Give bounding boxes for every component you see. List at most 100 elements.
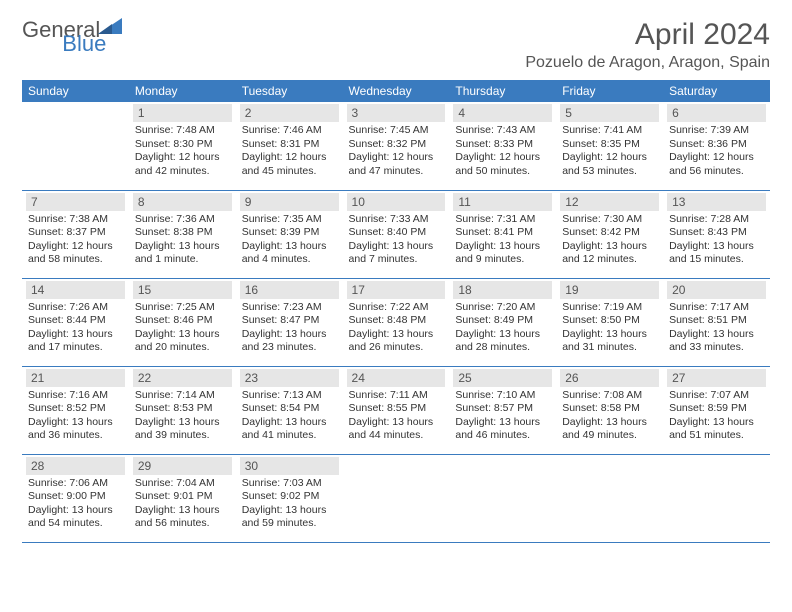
day-number: 2 xyxy=(240,104,339,122)
day-cell: 6Sunrise: 7:39 AMSunset: 8:36 PMDaylight… xyxy=(663,102,770,185)
info-line: Sunrise: 7:38 AM xyxy=(28,213,123,227)
calendar-cell: 19Sunrise: 7:19 AMSunset: 8:50 PMDayligh… xyxy=(556,278,663,366)
calendar-cell xyxy=(22,102,129,190)
day-info: Sunrise: 7:11 AMSunset: 8:55 PMDaylight:… xyxy=(347,389,446,444)
info-line: Sunset: 8:50 PM xyxy=(562,314,657,328)
calendar-cell: 6Sunrise: 7:39 AMSunset: 8:36 PMDaylight… xyxy=(663,102,770,190)
info-line: Sunset: 8:39 PM xyxy=(242,226,337,240)
info-line: Sunset: 9:00 PM xyxy=(28,490,123,504)
day-info: Sunrise: 7:38 AMSunset: 8:37 PMDaylight:… xyxy=(26,213,125,268)
calendar-cell xyxy=(663,454,770,542)
info-line: Sunrise: 7:11 AM xyxy=(349,389,444,403)
info-line: and 42 minutes. xyxy=(135,165,230,179)
page-title: April 2024 xyxy=(525,18,770,52)
info-line: and 59 minutes. xyxy=(242,517,337,531)
day-number: 20 xyxy=(667,281,766,299)
day-info: Sunrise: 7:07 AMSunset: 8:59 PMDaylight:… xyxy=(667,389,766,444)
info-line: and 47 minutes. xyxy=(349,165,444,179)
info-line: Sunset: 8:44 PM xyxy=(28,314,123,328)
info-line: and 41 minutes. xyxy=(242,429,337,443)
info-line: and 15 minutes. xyxy=(669,253,764,267)
info-line: Daylight: 12 hours xyxy=(28,240,123,254)
day-number: 8 xyxy=(133,193,232,211)
info-line: Daylight: 13 hours xyxy=(242,328,337,342)
logo-word2: Blue xyxy=(62,33,106,55)
day-number: 4 xyxy=(453,104,552,122)
info-line: and 56 minutes. xyxy=(135,517,230,531)
info-line: Sunrise: 7:45 AM xyxy=(349,124,444,138)
day-info: Sunrise: 7:26 AMSunset: 8:44 PMDaylight:… xyxy=(26,301,125,356)
day-cell: 29 Sunrise: 7:04 AMSunset: 9:01 PMDayligh… xyxy=(129,455,236,538)
day-number: 19 xyxy=(560,281,659,299)
info-line: and 4 minutes. xyxy=(242,253,337,267)
day-number: 15 xyxy=(133,281,232,299)
calendar-cell: 25Sunrise: 7:10 AMSunset: 8:57 PMDayligh… xyxy=(449,366,556,454)
info-line: Sunset: 8:37 PM xyxy=(28,226,123,240)
calendar-cell: 14Sunrise: 7:26 AMSunset: 8:44 PMDayligh… xyxy=(22,278,129,366)
day-info: Sunrise: 7:04 AMSunset: 9:01 PMDaylight:… xyxy=(133,477,232,532)
day-number: 29 xyxy=(133,457,232,475)
info-line: Daylight: 13 hours xyxy=(562,328,657,342)
day-number: 22 xyxy=(133,369,232,387)
info-line: Sunset: 9:01 PM xyxy=(135,490,230,504)
day-number: 11 xyxy=(453,193,552,211)
info-line: Sunset: 8:41 PM xyxy=(455,226,550,240)
calendar-table: Sunday Monday Tuesday Wednesday Thursday… xyxy=(22,80,770,543)
info-line: Sunset: 8:59 PM xyxy=(669,402,764,416)
day-info: Sunrise: 7:36 AMSunset: 8:38 PMDaylight:… xyxy=(133,213,232,268)
calendar-row: 1Sunrise: 7:48 AMSunset: 8:30 PMDaylight… xyxy=(22,102,770,190)
calendar-cell: 4 Sunrise: 7:43 AMSunset: 8:33 PMDaylight… xyxy=(449,102,556,190)
calendar-cell: 28Sunrise: 7:06 AMSunset: 9:00 PMDayligh… xyxy=(22,454,129,542)
calendar-cell xyxy=(449,454,556,542)
calendar-row: 14Sunrise: 7:26 AMSunset: 8:44 PMDayligh… xyxy=(22,278,770,366)
calendar-cell: 3Sunrise: 7:45 AMSunset: 8:32 PMDaylight… xyxy=(343,102,450,190)
info-line: Daylight: 13 hours xyxy=(242,416,337,430)
info-line: Sunrise: 7:36 AM xyxy=(135,213,230,227)
day-info: Sunrise: 7:16 AMSunset: 8:52 PMDaylight:… xyxy=(26,389,125,444)
day-number: 17 xyxy=(347,281,446,299)
day-info: Sunrise: 7:41 AMSunset: 8:35 PMDaylight:… xyxy=(560,124,659,179)
info-line: and 46 minutes. xyxy=(455,429,550,443)
day-info: Sunrise: 7:17 AMSunset: 8:51 PMDaylight:… xyxy=(667,301,766,356)
info-line: Daylight: 13 hours xyxy=(349,240,444,254)
info-line: and 51 minutes. xyxy=(669,429,764,443)
day-info: Sunrise: 7:28 AMSunset: 8:43 PMDaylight:… xyxy=(667,213,766,268)
day-info: Sunrise: 7:43 AMSunset: 8:33 PMDaylight:… xyxy=(453,124,552,179)
calendar-cell: 29 Sunrise: 7:04 AMSunset: 9:01 PMDayligh… xyxy=(129,454,236,542)
info-line: Sunrise: 7:20 AM xyxy=(455,301,550,315)
info-line: Sunrise: 7:31 AM xyxy=(455,213,550,227)
info-line: Sunset: 8:35 PM xyxy=(562,138,657,152)
calendar-row: 28Sunrise: 7:06 AMSunset: 9:00 PMDayligh… xyxy=(22,454,770,542)
info-line: Sunset: 8:47 PM xyxy=(242,314,337,328)
info-line: Sunrise: 7:41 AM xyxy=(562,124,657,138)
info-line: Daylight: 12 hours xyxy=(669,151,764,165)
day-info: Sunrise: 7:35 AMSunset: 8:39 PMDaylight:… xyxy=(240,213,339,268)
info-line: Sunrise: 7:22 AM xyxy=(349,301,444,315)
info-line: Sunrise: 7:33 AM xyxy=(349,213,444,227)
day-number: 27 xyxy=(667,369,766,387)
logo: General Blue xyxy=(22,18,172,41)
day-cell: 16Sunrise: 7:23 AMSunset: 8:47 PMDayligh… xyxy=(236,279,343,362)
calendar-cell: 16Sunrise: 7:23 AMSunset: 8:47 PMDayligh… xyxy=(236,278,343,366)
info-line: and 20 minutes. xyxy=(135,341,230,355)
info-line: and 23 minutes. xyxy=(242,341,337,355)
info-line: Sunset: 8:48 PM xyxy=(349,314,444,328)
day-cell: 24Sunrise: 7:11 AMSunset: 8:55 PMDayligh… xyxy=(343,367,450,450)
info-line: Sunset: 8:33 PM xyxy=(455,138,550,152)
info-line: Daylight: 13 hours xyxy=(242,504,337,518)
info-line: Daylight: 13 hours xyxy=(669,416,764,430)
calendar-cell: 12Sunrise: 7:30 AMSunset: 8:42 PMDayligh… xyxy=(556,190,663,278)
day-cell: 9Sunrise: 7:35 AMSunset: 8:39 PMDaylight… xyxy=(236,191,343,274)
info-line: Sunset: 8:43 PM xyxy=(669,226,764,240)
info-line: Sunset: 8:36 PM xyxy=(669,138,764,152)
day-cell: 5Sunrise: 7:41 AMSunset: 8:35 PMDaylight… xyxy=(556,102,663,185)
info-line: and 45 minutes. xyxy=(242,165,337,179)
calendar-cell: 1Sunrise: 7:48 AMSunset: 8:30 PMDaylight… xyxy=(129,102,236,190)
day-info: Sunrise: 7:10 AMSunset: 8:57 PMDaylight:… xyxy=(453,389,552,444)
day-number: 16 xyxy=(240,281,339,299)
info-line: Sunrise: 7:39 AM xyxy=(669,124,764,138)
info-line: Sunrise: 7:25 AM xyxy=(135,301,230,315)
info-line: Sunset: 9:02 PM xyxy=(242,490,337,504)
day-cell: 25Sunrise: 7:10 AMSunset: 8:57 PMDayligh… xyxy=(449,367,556,450)
info-line: Daylight: 13 hours xyxy=(135,328,230,342)
